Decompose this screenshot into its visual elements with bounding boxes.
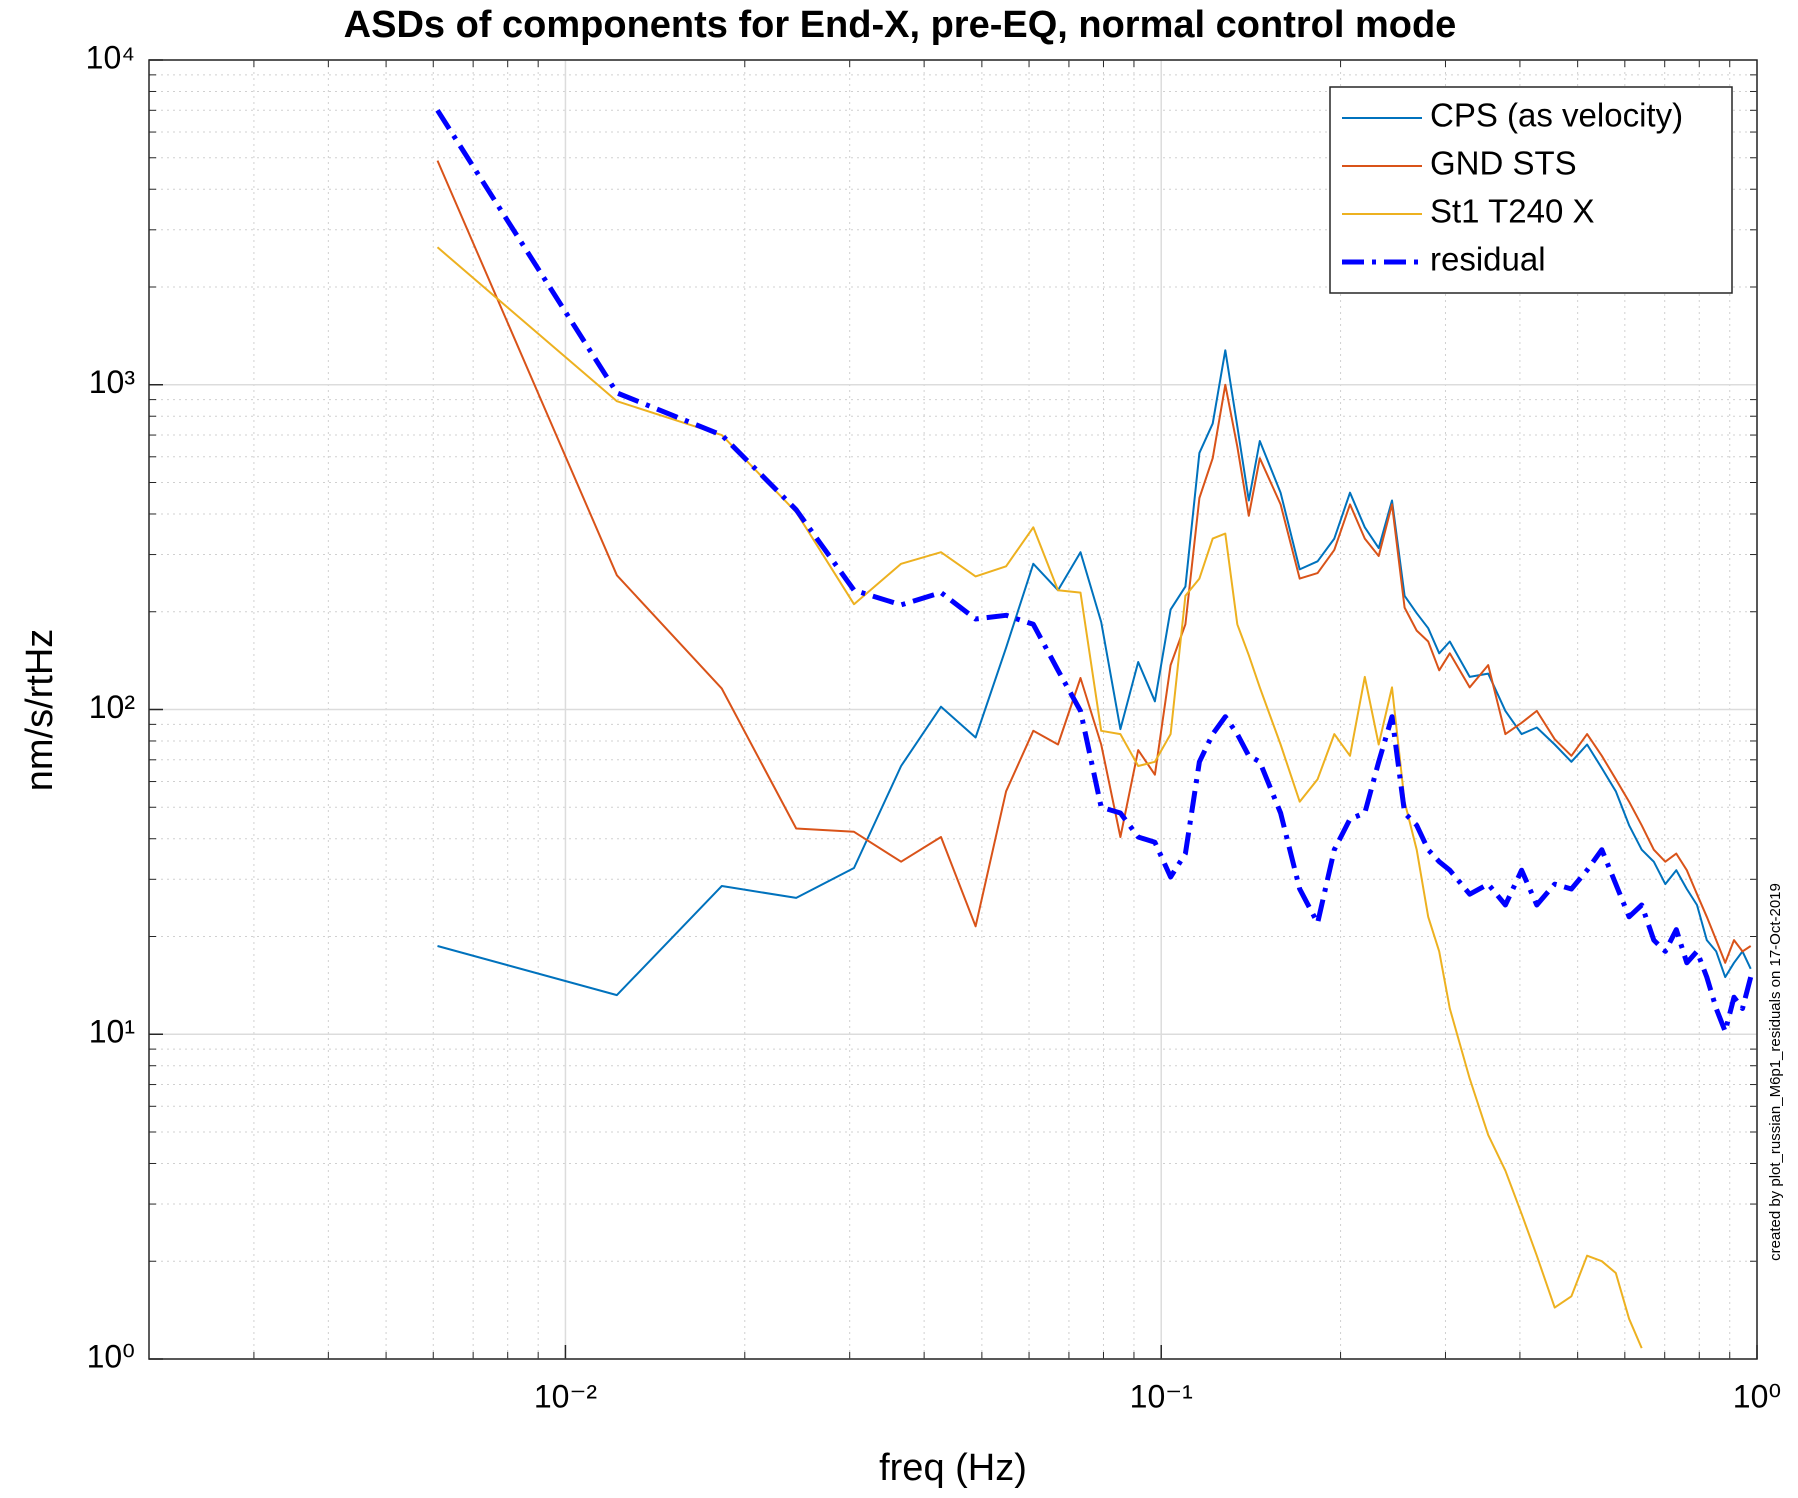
legend-label: GND STS — [1430, 145, 1577, 182]
legend: CPS (as velocity) GND STS St1 T240 X residu… — [1329, 86, 1733, 294]
axes-box — [148, 59, 1758, 1360]
x-axis-label: freq (Hz) — [879, 1447, 1027, 1489]
y-tick-label: 10² — [89, 689, 136, 725]
x-tick-label: 10⁻¹ — [1130, 1378, 1193, 1414]
y-tick-label: 10¹ — [89, 1014, 135, 1050]
series-line — [437, 349, 1752, 997]
y-tick-label: 10⁰ — [87, 1338, 135, 1374]
chart-title: ASDs of components for End-X, pre-EQ, no… — [344, 4, 1457, 46]
annotation: created by plot_russian_M6p1_residuals o… — [1767, 883, 1784, 1261]
series-line — [436, 246, 1643, 1349]
series-line — [436, 160, 1752, 964]
legend-label: residual — [1430, 241, 1546, 278]
lines — [435, 108, 1754, 1349]
y-axis-label: nm/s/rtHz — [19, 629, 61, 792]
legend-label: St1 T240 X — [1430, 193, 1595, 230]
legend-box — [1329, 86, 1733, 294]
x-tick-label: 10⁻² — [534, 1378, 597, 1414]
y-tick-label: 10³ — [89, 364, 136, 400]
x-tick-label: 10⁰ — [1733, 1378, 1781, 1414]
y-tick-label: 10⁴ — [86, 39, 135, 75]
legend-label: CPS (as velocity) — [1430, 97, 1683, 134]
series-line — [435, 108, 1754, 1034]
